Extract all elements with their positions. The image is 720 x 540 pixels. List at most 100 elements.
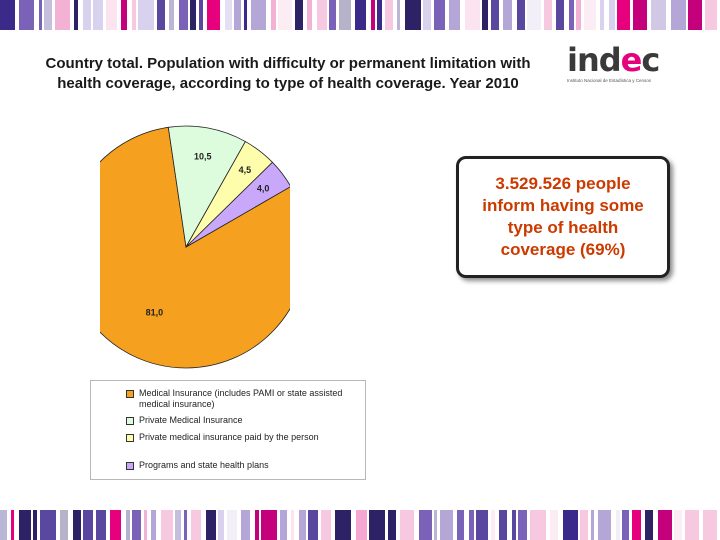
stripe bbox=[271, 0, 276, 30]
stripe bbox=[633, 0, 647, 30]
stripe bbox=[0, 0, 15, 30]
stripe bbox=[580, 510, 588, 540]
stripe bbox=[419, 510, 432, 540]
stripe bbox=[74, 0, 78, 30]
stripe bbox=[241, 510, 250, 540]
legend-item-state-plans: Programs and state health plans bbox=[126, 460, 349, 471]
data-label-state-plans: 4,0 bbox=[257, 183, 270, 193]
stripe bbox=[482, 0, 488, 30]
stripe bbox=[308, 510, 318, 540]
stripe bbox=[307, 0, 312, 30]
stripe bbox=[83, 0, 91, 30]
stripe bbox=[569, 0, 574, 30]
stripe bbox=[291, 510, 294, 540]
stripe bbox=[184, 510, 187, 540]
stripe bbox=[499, 510, 507, 540]
pie-slice-medical-insurance bbox=[100, 126, 290, 369]
stripe bbox=[527, 0, 541, 30]
stripe bbox=[576, 0, 581, 30]
stripe bbox=[491, 0, 499, 30]
stripe bbox=[355, 0, 366, 30]
stripe bbox=[609, 0, 615, 30]
stripe bbox=[616, 510, 620, 540]
legend-swatch bbox=[126, 462, 134, 470]
stripe bbox=[703, 510, 717, 540]
stripe bbox=[96, 510, 106, 540]
stripe bbox=[423, 0, 431, 30]
stripe bbox=[556, 0, 564, 30]
stripe bbox=[44, 0, 52, 30]
stripe bbox=[278, 0, 292, 30]
stripe bbox=[685, 510, 699, 540]
stripe bbox=[434, 510, 437, 540]
stripe bbox=[530, 510, 546, 540]
stripe bbox=[144, 510, 147, 540]
stripe bbox=[671, 0, 686, 30]
stripe bbox=[544, 0, 552, 30]
stripe bbox=[218, 510, 224, 540]
stripe bbox=[591, 510, 594, 540]
legend-item-medical-insurance: Medical Insurance (includes PAMI or stat… bbox=[126, 388, 349, 410]
stripe bbox=[465, 0, 480, 30]
stripe bbox=[227, 510, 237, 540]
stripe bbox=[440, 510, 453, 540]
decorative-stripes-top bbox=[0, 0, 717, 30]
decorative-stripes-bottom bbox=[0, 510, 717, 540]
data-label-medical-insurance: 81,0 bbox=[146, 307, 164, 317]
stripe bbox=[385, 0, 393, 30]
stripe bbox=[476, 510, 488, 540]
stripe bbox=[617, 0, 630, 30]
stripe bbox=[169, 0, 174, 30]
stripe bbox=[132, 510, 141, 540]
chart-title: Country total. Population with difficult… bbox=[45, 55, 531, 92]
data-label-private-paid: 4,5 bbox=[239, 165, 252, 175]
stripe bbox=[179, 0, 188, 30]
stripe bbox=[512, 510, 516, 540]
stripe bbox=[106, 0, 117, 30]
stripe bbox=[371, 0, 375, 30]
legend-label: Private Medical Insurance bbox=[139, 415, 243, 425]
stripe bbox=[622, 510, 629, 540]
stripe bbox=[491, 510, 495, 540]
stripe bbox=[19, 0, 34, 30]
stripe bbox=[161, 510, 173, 540]
stripe bbox=[658, 510, 672, 540]
legend-label: Medical Insurance (includes PAMI or stat… bbox=[139, 388, 343, 409]
stripe bbox=[83, 510, 93, 540]
stripe bbox=[138, 0, 154, 30]
stripe bbox=[600, 0, 604, 30]
stripe bbox=[469, 510, 474, 540]
stripe bbox=[674, 510, 682, 540]
stripe bbox=[645, 510, 653, 540]
stripe bbox=[550, 510, 558, 540]
stripe bbox=[151, 510, 156, 540]
stripe bbox=[321, 510, 331, 540]
stripe bbox=[255, 510, 259, 540]
stripe bbox=[339, 0, 351, 30]
legend-label: Programs and state health plans bbox=[139, 460, 269, 470]
stripe bbox=[207, 0, 220, 30]
stripe bbox=[261, 510, 277, 540]
data-label-private-medical: 10,5 bbox=[194, 152, 212, 162]
stripe bbox=[110, 510, 121, 540]
pie-slice-state-plans bbox=[185, 161, 290, 248]
stripe bbox=[190, 0, 196, 30]
stripe bbox=[175, 510, 181, 540]
coverage-callout: 3.529.526 people inform having some type… bbox=[456, 156, 670, 278]
stripe bbox=[397, 0, 400, 30]
stripe bbox=[598, 510, 611, 540]
stripe bbox=[121, 0, 127, 30]
stripe bbox=[688, 0, 702, 30]
stripe bbox=[40, 510, 56, 540]
stripe bbox=[335, 510, 351, 540]
stripe bbox=[244, 0, 247, 30]
stripe bbox=[405, 0, 421, 30]
stripe bbox=[517, 0, 525, 30]
stripe bbox=[317, 0, 327, 30]
chart-legend: Medical Insurance (includes PAMI or stat… bbox=[90, 380, 366, 480]
stripe bbox=[369, 510, 385, 540]
legend-item-private-paid: Private medical insurance paid by the pe… bbox=[126, 432, 349, 443]
stripe bbox=[191, 510, 201, 540]
legend-swatch bbox=[126, 390, 134, 398]
stripe bbox=[60, 510, 68, 540]
